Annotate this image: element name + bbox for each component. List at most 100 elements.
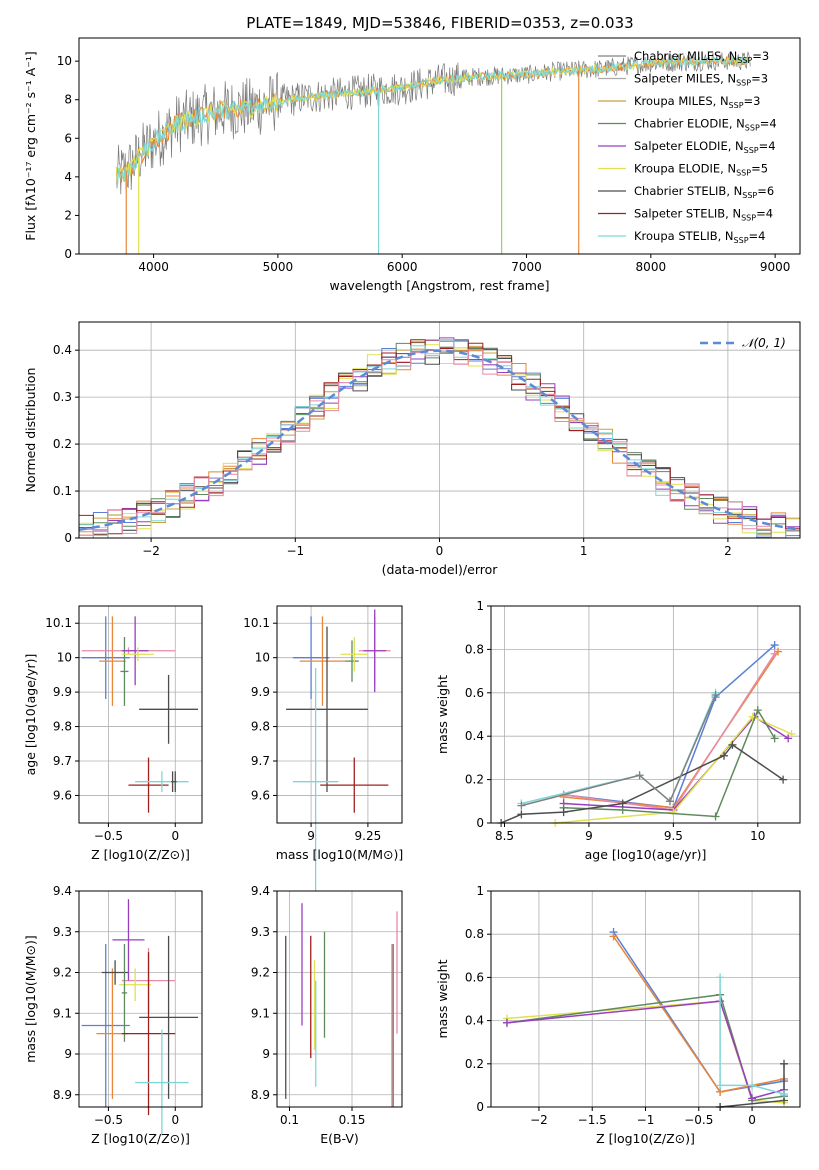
series-marker [711, 690, 720, 699]
legend-label-text: Salpeter ELODIE, N [634, 139, 744, 153]
y-axis-label: mass [log10(M/M⊙)] [23, 935, 38, 1063]
legend-label-count: =6 [757, 184, 774, 198]
y-tick-label: 0.4 [465, 729, 484, 743]
axes-frame [78, 890, 203, 1108]
x-tick-label: −1 [637, 1113, 655, 1127]
y-tick-label: 0.1 [53, 484, 72, 498]
y-axis-label: age [log10(age/yr)] [23, 654, 38, 776]
legend-label-subscript: SSP [736, 169, 751, 178]
mass-vs-metallicity-panel: −0.5 0 8.9 9 9.1 9.2 9.3 9.4 Z [log10(Z/Z⊙)] mass… [23, 884, 203, 1146]
series-line [563, 644, 776, 809]
y-tick-label: 0.6 [465, 686, 484, 700]
y-tick-label: 10 [57, 651, 72, 665]
x-axis-label: Z [log10(Z/Z⊙)] [91, 1131, 190, 1146]
x-tick-label: −0.5 [684, 1113, 713, 1127]
series-marker [711, 812, 720, 821]
legend-label-count: =4 [749, 229, 766, 243]
plot-area [491, 606, 800, 823]
x-tick-label: 9.25 [355, 829, 382, 843]
normal-curve [78, 349, 801, 532]
legend-label-subscript: SSP [734, 236, 749, 245]
y-tick-label: 8.9 [251, 1088, 270, 1102]
y-tick-label: 9.1 [53, 1006, 72, 1020]
x-tick-label: 8.5 [495, 829, 514, 843]
y-tick-label: 9.7 [53, 754, 72, 768]
legend-label-subscript: SSP [745, 124, 760, 133]
series-marker [559, 808, 568, 817]
y-tick-label: 0.3 [53, 390, 72, 404]
series-marker [720, 751, 729, 760]
series-marker [770, 641, 779, 650]
x-tick-label: 10 [750, 829, 765, 843]
legend-label-count: =5 [751, 162, 768, 176]
series-marker [787, 730, 796, 739]
x-tick-label: 9.5 [664, 829, 683, 843]
histogram-step [79, 337, 800, 532]
x-tick-label: 5000 [263, 260, 294, 274]
y-axis-label: Normed distribution [23, 368, 38, 493]
series-marker [753, 706, 762, 715]
y-tick-label: 9.4 [53, 884, 72, 898]
series-marker [635, 771, 644, 780]
y-tick-label: 0.4 [53, 343, 72, 357]
series-marker [609, 932, 618, 941]
y-axis-label: Flux [fλ10⁻¹⁷ erg cm⁻² s⁻¹ A⁻¹] [23, 51, 38, 240]
x-tick-label: 9 [307, 829, 315, 843]
series-marker [748, 1094, 757, 1103]
y-tick-label: 9.7 [251, 754, 270, 768]
series-marker [665, 797, 674, 806]
legend-label-subscript: SSP [744, 146, 759, 155]
x-tick-label: 0 [748, 1113, 756, 1127]
legend-label-text: Chabrier ELODIE, N [634, 117, 745, 131]
axes-frame [490, 605, 801, 824]
series-marker [716, 973, 725, 982]
x-axis-label: E(B-V) [320, 1131, 359, 1146]
y-tick-label: 0.2 [53, 437, 72, 451]
legend-label-subscript: SSP [741, 214, 756, 223]
y-tick-label: 0 [64, 531, 72, 545]
y-axis-label: mass weight [435, 675, 450, 754]
legend-label-text: Chabrier MILES, N [634, 49, 737, 63]
legend-label: Salpeter MILES, NSSP=3 [634, 72, 768, 88]
y-tick-label: 0 [476, 816, 484, 830]
series-marker [502, 1018, 511, 1027]
x-tick-label: 4000 [138, 260, 169, 274]
legend-label-text: Kroupa ELODIE, N [634, 162, 736, 176]
y-tick-label: 9.9 [251, 685, 270, 699]
series-marker [780, 1059, 789, 1068]
legend-label: Salpeter STELIB, NSSP=4 [634, 207, 773, 223]
legend-label-count: =4 [760, 117, 777, 131]
y-tick-label: 10 [255, 651, 270, 665]
legend-label: Kroupa ELODIE, NSSP=5 [634, 162, 768, 178]
legend-label-subscript: SSP [742, 191, 757, 200]
legend-label: Chabrier STELIB, NSSP=6 [634, 184, 774, 200]
x-tick-label: 6000 [387, 260, 418, 274]
y-tick-label: 9.8 [53, 720, 72, 734]
legend-label-count: =3 [751, 72, 768, 86]
series-marker [669, 808, 678, 817]
y-tick-label: 0 [476, 1100, 484, 1114]
series-marker [770, 649, 779, 658]
series-line [521, 694, 717, 807]
legend-label-count: =3 [752, 49, 769, 63]
series-marker [517, 801, 526, 810]
axes-frame [78, 37, 801, 255]
axes-frame [276, 605, 403, 824]
x-axis-label: age [log10(age/yr)] [585, 847, 707, 862]
series-line [555, 715, 792, 824]
series-marker [779, 775, 788, 784]
legend-label-subscript: SSP [737, 56, 752, 65]
legend-label-subscript: SSP [736, 79, 751, 88]
y-tick-label: 0.8 [465, 927, 484, 941]
x-axis-label: wavelength [Angstrom, rest frame] [329, 278, 549, 293]
legend-label-count: =4 [756, 207, 773, 221]
mass-vs-reddening-panel: 0.1 0.15 8.9 9 9.1 9.2 9.3 9.4 E(B-V) [251, 884, 403, 1146]
residuals-panel: −2 −1 0 1 2 0 0.1 0.2 0.3 0.4 (data-model)/error No… [23, 321, 801, 577]
legend-label-subscript: SSP [729, 101, 744, 110]
y-tick-label: 8 [64, 93, 72, 107]
legend-label-text: Salpeter STELIB, N [634, 207, 741, 221]
y-tick-label: 1 [476, 599, 484, 613]
legend-label: Kroupa MILES, NSSP=3 [634, 94, 760, 110]
y-axis-label: mass weight [435, 959, 450, 1038]
